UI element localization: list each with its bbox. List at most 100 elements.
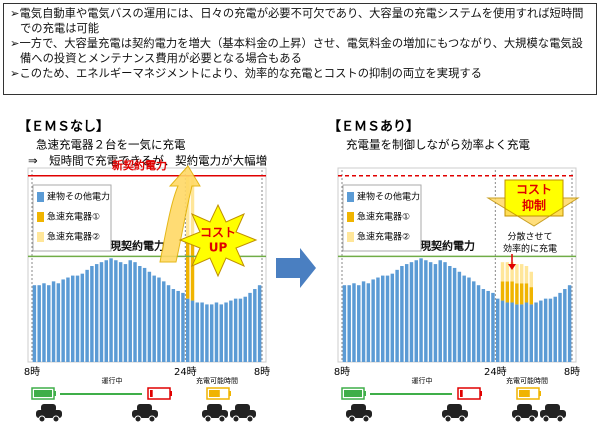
bar <box>109 258 113 362</box>
bar <box>75 275 80 362</box>
wheel <box>218 415 226 423</box>
bar <box>505 302 510 362</box>
wheel <box>148 415 156 423</box>
bullet-text: 電気自動車や電気バスの運用には、日々の充電が必要不可欠であり、大容量の充電システ… <box>19 7 584 35</box>
bar <box>123 264 128 362</box>
bar <box>404 264 409 362</box>
bar <box>519 264 524 284</box>
car <box>41 404 56 412</box>
legend-label: 建物その他電力 <box>47 191 110 203</box>
wheel <box>556 415 564 423</box>
legend-box <box>342 184 422 252</box>
bar <box>186 237 190 299</box>
legend-label: 急速充電器② <box>357 231 410 243</box>
bar <box>558 292 562 362</box>
bar <box>209 304 214 362</box>
legend-swatch <box>347 212 354 222</box>
x-tick-label: 8時 <box>24 366 40 378</box>
bar <box>347 285 351 362</box>
legend-swatch <box>37 192 44 202</box>
bar <box>219 304 223 362</box>
bar <box>80 273 85 362</box>
bar <box>515 304 519 362</box>
bar <box>452 267 457 362</box>
wheel <box>348 415 356 423</box>
bar <box>361 281 366 362</box>
bar <box>94 264 99 362</box>
subtitle: 急速充電器２台を一気に充電 <box>36 138 186 152</box>
x-tick-label: 24時 <box>484 366 507 378</box>
operation-label: 運行中 <box>102 376 123 385</box>
bar <box>190 300 195 362</box>
bar <box>51 281 56 362</box>
bar <box>190 177 195 240</box>
bar <box>99 262 104 362</box>
bar <box>162 281 166 362</box>
bar <box>476 285 481 362</box>
bar <box>438 260 442 362</box>
bar <box>529 304 533 362</box>
bar <box>519 283 524 305</box>
bullet-box: ➢電気自動車や電気バスの運用には、日々の充電が必要不可欠であり、大容量の充電シス… <box>3 3 597 95</box>
bar <box>66 277 70 362</box>
car <box>351 404 366 412</box>
wheel <box>232 415 240 423</box>
bar <box>567 285 572 362</box>
car <box>517 404 532 412</box>
battery <box>150 390 153 397</box>
legend-label: 急速充電器① <box>47 211 100 223</box>
battery <box>519 390 530 397</box>
legend-label: 建物その他電力 <box>357 191 420 203</box>
bar <box>524 302 529 362</box>
bar <box>352 283 356 362</box>
note: 分散させて <box>507 231 552 243</box>
wheel <box>52 415 60 423</box>
bar <box>500 262 505 282</box>
chart-title: 【ＥＭＳなし】 <box>18 119 109 135</box>
cost-star <box>178 203 258 278</box>
cost-arrow <box>486 197 580 227</box>
bar <box>505 281 510 303</box>
bar <box>467 277 471 362</box>
bar <box>37 285 41 362</box>
wheel <box>542 415 550 423</box>
subtitle: 充電量を制御しながら効率よく充電 <box>346 138 530 152</box>
bar <box>138 266 142 362</box>
bar <box>147 271 152 362</box>
wheel <box>514 415 522 423</box>
bar <box>428 262 433 362</box>
wheel <box>362 415 370 423</box>
bullet-text: このため、エネルギーマネジメントにより、効率的な充電とコストの抑制の両立を実現す… <box>19 67 482 80</box>
bar <box>366 283 371 362</box>
bar <box>462 275 466 362</box>
bullet-text: 一方で、大容量充電は契約電力を増大（基本料金の上昇）させ、電気料金の増加にもつな… <box>19 37 583 65</box>
bar <box>190 239 195 301</box>
bar <box>515 283 519 305</box>
bar <box>486 290 490 362</box>
bar <box>152 275 156 362</box>
wheel <box>528 415 536 423</box>
legend-swatch <box>347 192 354 202</box>
bar <box>548 298 553 362</box>
bar <box>400 266 404 362</box>
bar <box>424 260 428 362</box>
bar <box>181 292 185 362</box>
cost-label: UP <box>209 241 228 255</box>
x-tick-label: 8時 <box>254 366 270 378</box>
legend-swatch <box>37 212 44 222</box>
bar <box>342 285 347 362</box>
bar <box>171 289 176 362</box>
bar <box>85 269 89 362</box>
legend-label: 急速充電器① <box>357 211 410 223</box>
operation-label: 充電可能時間 <box>196 376 238 385</box>
bar <box>510 262 514 282</box>
bullet: ➢このため、エネルギーマネジメントにより、効率的な充電とコストの抑制の両立を実現… <box>10 67 482 80</box>
bar <box>481 289 486 362</box>
battery <box>34 390 52 397</box>
bar <box>248 292 252 362</box>
bar <box>534 302 538 362</box>
bar <box>90 266 94 362</box>
bar <box>238 298 243 362</box>
car <box>137 404 152 412</box>
